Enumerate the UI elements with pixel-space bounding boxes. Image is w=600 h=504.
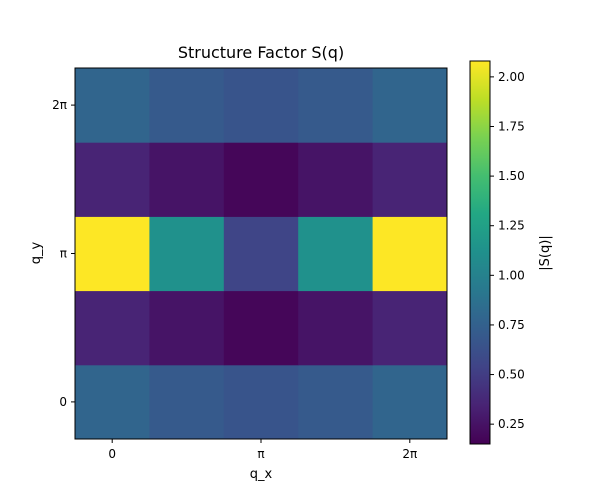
x-axis-label: q_x [250, 467, 273, 482]
heatmap-cells [75, 68, 448, 440]
colorbar-tick-label: 1.00 [498, 268, 525, 282]
heatmap-cell [149, 142, 225, 217]
colorbar-tick-label: 2.00 [498, 70, 525, 84]
y-axis-label: q_y [29, 241, 44, 264]
heatmap-cell [298, 68, 374, 143]
y-tick-label: π [60, 247, 67, 261]
heatmap-cell [75, 142, 150, 217]
heatmap-cell [149, 216, 225, 292]
heatmap-cell [223, 216, 299, 292]
heatmap-cell [149, 364, 225, 440]
heatmap-cell [149, 290, 225, 366]
heatmap-cell [372, 216, 448, 292]
x-tick-label: 2π [402, 447, 417, 461]
heatmap-cell [75, 216, 150, 292]
heatmap-cell [223, 290, 299, 366]
x-axis-ticks: 0 π 2π [108, 439, 417, 461]
colorbar-tick-label: 0.25 [498, 417, 525, 431]
heatmap-cell [298, 142, 374, 217]
colorbar-tick-label: 0.75 [498, 318, 525, 332]
y-tick-label: 0 [59, 395, 67, 409]
colorbar-tick-label: 1.25 [498, 219, 525, 233]
x-tick-label: π [257, 447, 264, 461]
heatmap-cell [223, 68, 299, 143]
y-tick-label: 2π [52, 98, 67, 112]
heatmap-cell [75, 290, 150, 366]
colorbar-ticks: 0.25 0.50 0.75 1.00 1.25 1.50 1.75 2.00 [490, 70, 525, 431]
colorbar-tick-label: 1.75 [498, 119, 525, 133]
heatmap-cell [298, 216, 374, 292]
colorbar-label: |S(q)| [538, 235, 553, 270]
heatmap-cell [75, 364, 150, 440]
y-axis-ticks: 0 π 2π [52, 98, 75, 409]
heatmap-cell [372, 290, 448, 366]
heatmap-cell [372, 142, 448, 217]
heatmap-cell [223, 142, 299, 217]
heatmap-cell [75, 68, 150, 143]
colorbar-tick-label: 0.50 [498, 368, 525, 382]
heatmap-cell [223, 364, 299, 440]
heatmap-cell [298, 290, 374, 366]
heatmap-cell [298, 364, 374, 440]
chart-title: Structure Factor S(q) [178, 43, 344, 62]
heatmap-cell [149, 68, 225, 143]
colorbar-gradient [469, 60, 491, 445]
heatmap-cell [372, 364, 448, 440]
colorbar-tick-label: 1.50 [498, 169, 525, 183]
x-tick-label: 0 [108, 447, 116, 461]
heatmap-cell [372, 68, 448, 143]
